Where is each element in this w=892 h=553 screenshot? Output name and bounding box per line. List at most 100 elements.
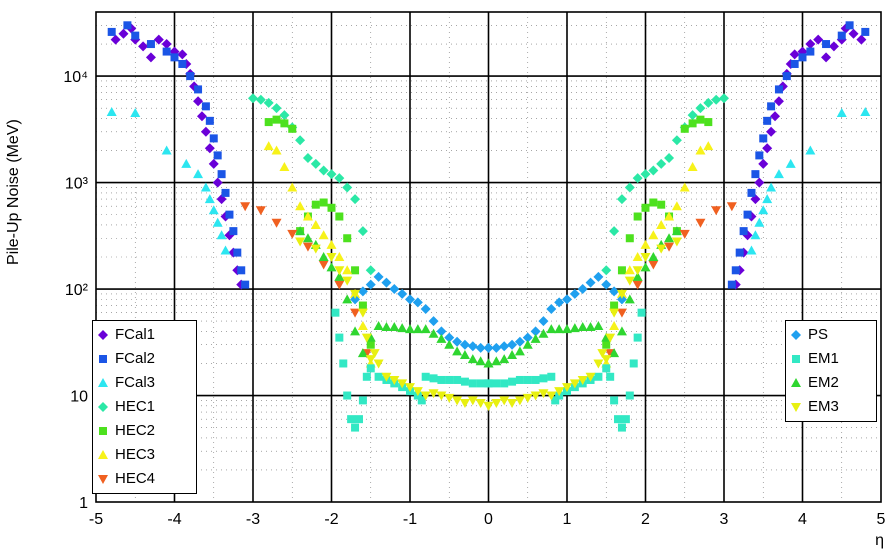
- data-point-hec1: [640, 169, 651, 180]
- data-point-hec3: [287, 182, 298, 192]
- data-point-ps: [483, 342, 494, 353]
- legend-marker-icon: [98, 330, 108, 340]
- data-point-fcal1: [212, 177, 223, 188]
- data-point-em2: [318, 252, 329, 261]
- data-point-em3: [397, 379, 408, 389]
- data-point-em3: [357, 308, 368, 318]
- data-point-em2: [507, 350, 518, 360]
- legend-entry-hec1: HEC1: [97, 395, 192, 419]
- data-point-hec1: [601, 265, 612, 276]
- data-point-em3: [428, 389, 439, 399]
- data-point-em3: [656, 244, 667, 254]
- data-point-fcal3: [773, 169, 784, 179]
- data-point-hec4: [255, 206, 266, 216]
- data-point-em3: [475, 399, 486, 409]
- data-point-fcal2: [751, 170, 760, 179]
- plot-frame: [95, 11, 882, 503]
- data-point-hec3: [640, 239, 651, 249]
- data-point-hec1: [656, 158, 667, 169]
- y-tick-label: 10³: [65, 176, 89, 193]
- data-point-fcal2: [774, 85, 783, 94]
- data-point-em3: [605, 333, 616, 343]
- data-point-em2: [334, 271, 345, 281]
- data-point-fcal1: [754, 177, 765, 188]
- data-point-em1: [484, 379, 493, 388]
- data-point-fcal1: [118, 28, 129, 39]
- legend-label: HEC1: [115, 398, 156, 415]
- data-point-fcal3: [860, 107, 871, 117]
- data-point-fcal2: [767, 102, 776, 111]
- data-point-hec4: [632, 280, 643, 290]
- legend-entry-fcal3: FCal3: [97, 371, 192, 395]
- data-point-fcal2: [178, 59, 187, 68]
- data-point-em3: [632, 266, 643, 276]
- legend-marker: [99, 427, 107, 435]
- data-point-fcal3: [762, 194, 773, 204]
- data-point-ps: [365, 279, 376, 290]
- data-point-fcal2: [131, 31, 140, 40]
- data-point-hec1: [295, 135, 306, 146]
- data-point-em2: [412, 324, 423, 334]
- data-point-hec3: [279, 162, 290, 172]
- series-em2: [295, 226, 682, 368]
- data-point-em2: [546, 324, 557, 334]
- legend-marker-icon: [98, 475, 108, 484]
- data-point-em1: [633, 333, 642, 342]
- legend-entry-fcal1: FCal1: [97, 323, 192, 347]
- data-point-em1: [602, 364, 611, 373]
- data-point-hec3: [656, 219, 667, 229]
- data-point-em2: [452, 346, 463, 356]
- legend-entry-hec3: HEC3: [97, 443, 192, 467]
- x-tick-label: 1: [563, 511, 572, 528]
- data-point-fcal2: [146, 40, 155, 49]
- legend-entry-ps: PS: [790, 323, 872, 347]
- data-point-hec4: [616, 308, 627, 318]
- data-point-fcal1: [200, 126, 211, 137]
- data-point-em3: [562, 383, 572, 393]
- y-tick-label: 10²: [65, 282, 89, 299]
- data-point-hec3: [295, 201, 306, 211]
- data-point-hec2: [264, 118, 273, 127]
- legend-marker: [99, 355, 107, 363]
- data-point-ps: [436, 326, 447, 337]
- data-point-fcal1: [805, 39, 816, 50]
- legend-marker-icon: [98, 402, 108, 412]
- data-point-em1: [358, 396, 367, 405]
- data-point-em3: [585, 372, 596, 382]
- data-point-em3: [538, 389, 549, 399]
- data-point-fcal2: [782, 72, 791, 81]
- data-point-em3: [546, 391, 557, 401]
- legend-entry-em2: EM2: [790, 371, 872, 395]
- data-point-em1: [366, 364, 375, 373]
- data-point-em2: [624, 294, 635, 304]
- data-point-hec3: [357, 320, 368, 330]
- data-point-hec2: [280, 119, 289, 128]
- legend-marker: [98, 378, 108, 387]
- data-point-hec4: [240, 202, 251, 212]
- data-point-em1: [417, 396, 426, 405]
- x-tick-label: -1: [403, 511, 417, 528]
- series-hec1: [248, 93, 729, 276]
- data-point-ps: [389, 284, 400, 295]
- data-point-fcal3: [750, 230, 761, 240]
- data-point-em1: [468, 379, 477, 388]
- data-point-hec1: [711, 94, 722, 105]
- x-tick-label: -4: [167, 511, 181, 528]
- data-point-fcal3: [805, 145, 816, 155]
- data-point-em2: [467, 354, 478, 364]
- data-point-ps: [397, 288, 408, 299]
- data-point-hec1: [271, 103, 282, 114]
- data-point-em2: [342, 294, 353, 304]
- data-point-hec3: [695, 145, 706, 155]
- tick-labels: -5 -4 -3 -2 -1 0 1 2 3 4 5 1 10 10² 10³ 10⁴: [63, 69, 885, 528]
- data-point-fcal3: [208, 205, 219, 215]
- data-point-em1: [351, 423, 360, 432]
- data-point-em1: [531, 375, 540, 384]
- data-point-hec1: [357, 226, 368, 237]
- data-point-em1: [445, 375, 454, 384]
- data-point-fcal2: [213, 151, 222, 160]
- legend-label: FCal3: [115, 374, 156, 391]
- legend-entry-em3: EM3: [790, 395, 872, 419]
- data-point-hec3: [687, 162, 698, 172]
- series-em3: [295, 237, 682, 411]
